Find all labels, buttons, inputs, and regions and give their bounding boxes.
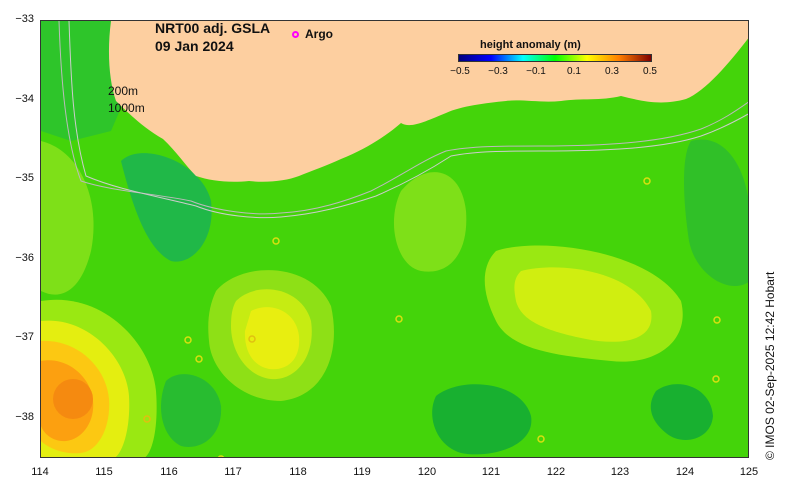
colorbar-tick-label: 0.5 [643,66,657,77]
argo-float-marker [272,237,280,245]
positive-anomaly-patch [244,307,300,370]
lat-tick-label: −35 [15,172,34,184]
colorbar-tick-label: −0.5 [450,66,470,77]
argo-floats [143,177,721,457]
colorbar-tick-label: −0.3 [488,66,508,77]
argo-float-marker [537,435,545,443]
argo-float-marker [143,415,151,423]
map-area[interactable] [40,20,749,458]
negative-anomaly-patch [650,384,713,440]
argo-legend-label: Argo [305,27,333,41]
lat-tick-label: −34 [15,93,34,105]
colorbar-tick-label: 0.3 [605,66,619,77]
argo-float-marker [195,355,203,363]
sea-level-map [41,21,748,457]
argo-float-marker [712,375,720,383]
warm-eddy-core [53,379,93,419]
colorbar-tick-label: −0.1 [526,66,546,77]
negative-anomaly-patch [121,153,212,262]
positive-anomaly-patch [393,172,467,272]
positive-anomaly-patch [514,267,652,342]
lon-tick-label: 125 [739,466,759,478]
map-title: NRT00 adj. GSLA [155,20,271,36]
lat-tick-label: −36 [15,252,34,264]
argo-float-marker [184,336,192,344]
negative-anomaly-patch [432,384,532,455]
lon-tick-label: 119 [353,466,371,478]
lon-tick-label: 114 [31,466,49,478]
lat-tick-label: −33 [15,13,34,25]
map-date: 09 Jan 2024 [155,38,234,54]
argo-marker-icon [292,30,299,38]
negative-anomaly-patch [161,374,222,447]
argo-float-marker [713,316,721,324]
lat-tick-label: −38 [15,411,34,423]
lon-tick-label: 124 [675,466,695,478]
lon-tick-label: 117 [224,466,242,478]
isobath-1000m [68,21,748,219]
colorbar-title: height anomaly (m) [480,39,581,51]
colorbar [458,54,652,62]
credit-text: © IMOS 02-Sep-2025 12:42 Hobart [763,271,777,460]
isobath-1000m-label: 1000m [108,101,145,115]
isobath-200m [58,21,748,215]
argo-float-marker [395,315,403,323]
lon-tick-label: 123 [610,466,630,478]
isobath-200m-label: 200m [108,84,139,98]
lon-tick-label: 121 [481,466,501,478]
colorbar-tick-label: 0.1 [567,66,581,77]
argo-float-marker [217,455,225,457]
argo-legend: Argo [292,27,333,41]
lon-tick-label: 120 [417,466,437,478]
lon-tick-label: 115 [95,466,113,478]
lon-tick-label: 118 [289,466,307,478]
lat-tick-label: −37 [15,331,34,343]
negative-anomaly-patch [684,139,748,286]
argo-float-marker [643,177,651,185]
argo-float-marker [248,335,256,343]
lon-tick-label: 122 [546,466,566,478]
lon-tick-label: 116 [160,466,178,478]
